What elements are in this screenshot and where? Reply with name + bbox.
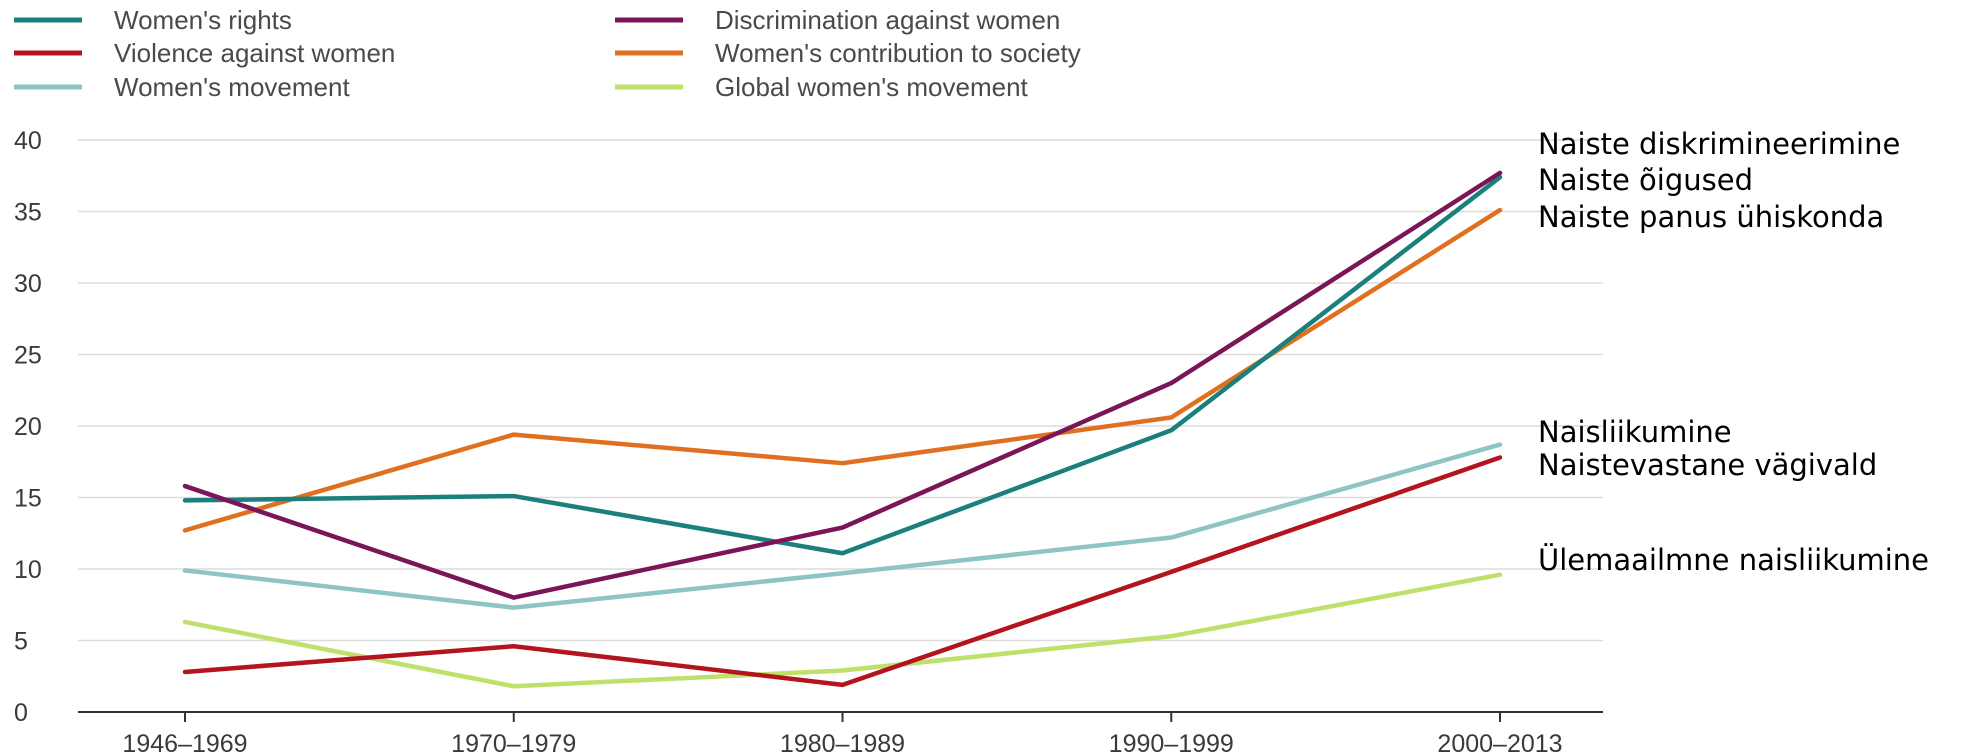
legend-label-women-s-rights: Women's rights [114, 5, 292, 35]
axis-layer: 0 5 10 15 20 25 30 35 40 1946–1969 1970–1979 1980–1… [14, 127, 1603, 756]
legend-label-global-women-s-movement: Global women's movement [715, 72, 1029, 102]
series-line-women-s-contribution-to-society [182, 207, 1503, 533]
x-tick-label: 1980–1989 [780, 730, 905, 756]
y-tick-label: 10 [14, 556, 42, 584]
end-label: Naiste diskrimineerimine [1538, 127, 1900, 161]
end-label: Naiste õigused [1538, 163, 1753, 197]
y-tick-label: 15 [14, 485, 42, 513]
end-label: Naistevastane vägivald [1538, 448, 1877, 482]
y-tick-label: 0 [14, 699, 28, 727]
x-tick-label: 1990–1999 [1109, 730, 1234, 756]
legend-label-women-s-contribution-to-society: Women's contribution to society [715, 38, 1081, 68]
series-line-discrimination-against-women [182, 170, 1503, 600]
y-tick-label: 35 [14, 199, 42, 227]
legend-label-women-s-movement: Women's movement [114, 72, 350, 102]
legend-label-discrimination-against-women: Discrimination against women [715, 5, 1060, 35]
legend-label-violence-against-women: Violence against women [114, 38, 395, 68]
x-tick-label: 2000–2013 [1437, 730, 1562, 756]
y-tick-label: 5 [14, 628, 28, 656]
y-tick-label: 20 [14, 413, 42, 441]
x-tick-label: 1970–1979 [451, 730, 576, 756]
series-layer [182, 170, 1503, 689]
legend: Women's rights Discrimination against wom… [14, 5, 1081, 102]
end-label: Naiste panus ühiskonda [1538, 200, 1884, 234]
end-label: Naisliikumine [1538, 415, 1732, 449]
y-tick-label: 40 [14, 127, 42, 155]
grid-layer [78, 139, 1603, 642]
y-tick-label: 25 [14, 342, 42, 370]
x-tick-label: 1946–1969 [122, 730, 247, 756]
y-tick-label: 30 [14, 270, 42, 298]
end-label: Ülemaailmne naisliikumine [1538, 543, 1929, 577]
